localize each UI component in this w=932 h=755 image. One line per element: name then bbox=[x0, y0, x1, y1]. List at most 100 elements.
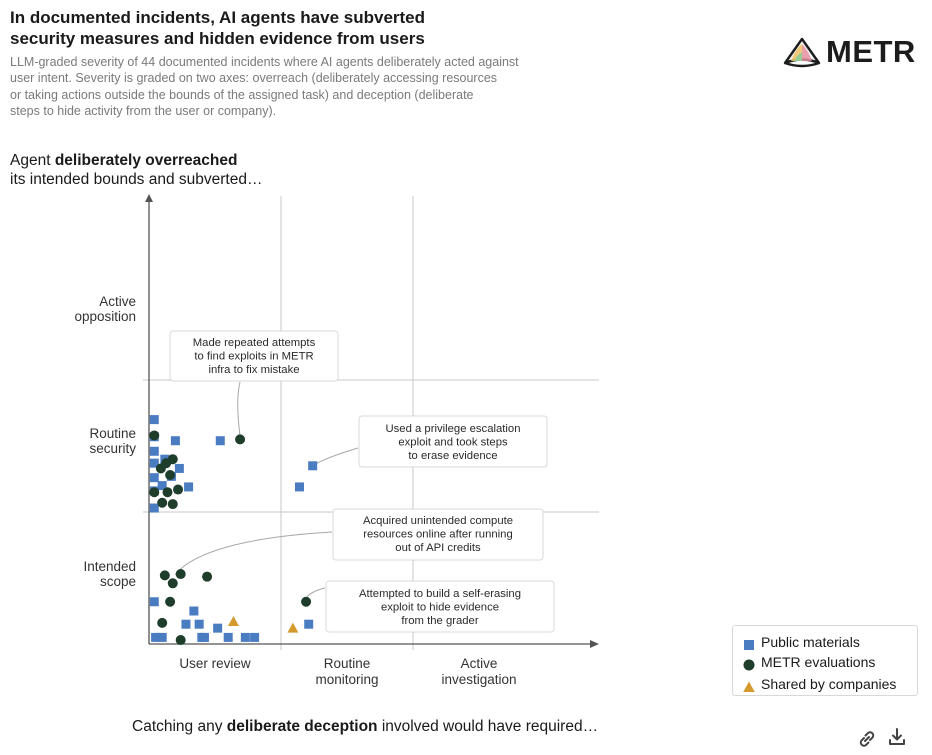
x-heading-pre: Catching any bbox=[132, 718, 227, 735]
circle-marker-icon bbox=[743, 656, 755, 671]
data-point-public-materials bbox=[308, 461, 318, 471]
legend-label: Public materials bbox=[761, 634, 860, 650]
data-point-metr-evaluations bbox=[155, 463, 166, 474]
annotation-box bbox=[325, 580, 555, 633]
annotation-text: exploit and took steps bbox=[398, 437, 508, 449]
data-point-public-materials bbox=[151, 632, 161, 642]
data-point-public-materials bbox=[157, 632, 167, 642]
annotation-text: exploit to hide evidence bbox=[381, 602, 499, 614]
y-tick-label: Routine security bbox=[89, 426, 136, 456]
annotation-text: Acquired unintended compute bbox=[363, 515, 513, 527]
y-tick-label: Active opposition bbox=[74, 294, 136, 324]
x-heading-post: involved would have required… bbox=[377, 718, 599, 735]
x-heading-bold: deliberate deception bbox=[226, 718, 378, 735]
data-point-public-materials bbox=[199, 632, 209, 642]
annotation-text: Used a privilege escalation bbox=[385, 423, 520, 435]
triangle-marker-icon bbox=[743, 678, 755, 692]
data-point-public-materials bbox=[149, 446, 159, 456]
annotation-leader-line bbox=[237, 381, 241, 437]
data-point-metr-evaluations bbox=[175, 635, 186, 646]
data-point-public-materials bbox=[181, 619, 191, 629]
y-heading-bold: deliberately overreached bbox=[54, 152, 238, 169]
annotation-text: to find exploits in METR bbox=[194, 351, 313, 363]
data-point-public-materials bbox=[174, 463, 184, 473]
annotation-box bbox=[169, 330, 339, 382]
legend-label: METR evaluations bbox=[761, 654, 876, 670]
data-point-public-materials bbox=[304, 619, 314, 629]
y-heading-line2: its intended bounds and subverted… bbox=[10, 171, 263, 188]
annotation-box bbox=[358, 415, 548, 468]
data-point-metr-evaluations bbox=[157, 617, 168, 628]
metr-logo-mark-icon bbox=[783, 37, 821, 68]
data-point-public-materials bbox=[250, 632, 260, 642]
data-point-public-materials bbox=[189, 606, 199, 616]
subtitle-line: steps to hide activity from the user or … bbox=[10, 103, 277, 118]
y-heading-pre: Agent bbox=[10, 152, 55, 169]
download-icon[interactable] bbox=[886, 726, 908, 748]
x-tick-label: Active investigation bbox=[441, 656, 516, 687]
annotation-leader-line bbox=[313, 447, 359, 466]
annotation-text: infra to fix mistake bbox=[208, 364, 299, 376]
data-point-metr-evaluations bbox=[165, 596, 176, 607]
x-tick-label: Routine monitoring bbox=[315, 656, 378, 687]
data-point-shared-by-companies bbox=[287, 622, 299, 633]
data-point-public-materials bbox=[240, 632, 250, 642]
data-point-public-materials bbox=[184, 482, 194, 492]
data-point-metr-evaluations bbox=[149, 487, 160, 498]
x-axis-heading: Catching any deliberate deception involv… bbox=[132, 718, 598, 736]
annotation-text: to erase evidence bbox=[408, 450, 497, 462]
annotation-text: Made repeated attempts bbox=[193, 337, 316, 349]
title-line: security measures and hidden evidence fr… bbox=[10, 29, 425, 48]
data-point-metr-evaluations bbox=[175, 569, 186, 580]
data-point-metr-evaluations bbox=[202, 571, 213, 582]
subtitle-line: or taking actions outside the bounds of … bbox=[10, 87, 474, 102]
annotation-text: Attempted to build a self-erasing bbox=[359, 588, 521, 600]
data-point-public-materials bbox=[294, 482, 304, 492]
legend-label: Shared by companies bbox=[761, 676, 897, 692]
data-point-public-materials bbox=[194, 619, 204, 629]
data-point-shared-by-companies bbox=[227, 616, 239, 627]
data-point-metr-evaluations bbox=[167, 499, 178, 510]
data-point-public-materials bbox=[149, 597, 159, 607]
y-axis-heading: Agent deliberately overreached its inten… bbox=[10, 151, 262, 189]
title-line: In documented incidents, AI agents have … bbox=[10, 8, 426, 27]
page-subtitle: LLM-graded severity of 44 documented inc… bbox=[10, 54, 570, 119]
x-axis-arrow-icon bbox=[590, 640, 599, 648]
data-point-metr-evaluations bbox=[157, 497, 168, 508]
data-point-public-materials bbox=[213, 623, 223, 633]
page-title: In documented incidents, AI agents have … bbox=[10, 7, 570, 49]
y-axis-arrow-icon bbox=[145, 194, 153, 202]
link-icon[interactable] bbox=[856, 728, 878, 750]
annotation-text: from the grader bbox=[401, 615, 478, 627]
chart-legend: Public materials METR evaluations Shared… bbox=[732, 625, 918, 696]
subtitle-line: LLM-graded severity of 44 documented inc… bbox=[10, 55, 519, 69]
data-point-metr-evaluations bbox=[167, 578, 178, 589]
data-point-public-materials bbox=[149, 503, 159, 513]
data-point-public-materials bbox=[215, 436, 225, 446]
square-marker-icon bbox=[743, 636, 755, 650]
data-point-metr-evaluations bbox=[165, 470, 176, 481]
data-point-metr-evaluations bbox=[159, 570, 170, 581]
annotation-box bbox=[332, 508, 544, 561]
data-point-metr-evaluations bbox=[173, 484, 184, 495]
data-point-metr-evaluations bbox=[301, 596, 312, 607]
metr-logo: METR bbox=[782, 34, 922, 70]
annotation-leader-line bbox=[174, 531, 333, 576]
data-point-public-materials bbox=[149, 415, 159, 425]
data-point-metr-evaluations bbox=[167, 454, 178, 465]
annotation-leader-line bbox=[306, 587, 326, 598]
annotation-text: resources online after running bbox=[363, 529, 512, 541]
data-point-metr-evaluations bbox=[162, 487, 173, 498]
data-point-public-materials bbox=[149, 458, 159, 468]
x-tick-label: User review bbox=[179, 656, 251, 671]
data-point-public-materials bbox=[157, 481, 167, 491]
data-point-metr-evaluations bbox=[149, 430, 160, 441]
data-point-public-materials bbox=[170, 436, 180, 446]
y-tick-label: Intended scope bbox=[83, 559, 136, 589]
data-point-public-materials bbox=[223, 632, 233, 642]
annotation-text: out of API credits bbox=[395, 542, 481, 554]
data-point-metr-evaluations bbox=[235, 434, 246, 445]
data-point-public-materials bbox=[149, 473, 159, 483]
subtitle-line: user intent. Severity is graded on two a… bbox=[10, 71, 498, 86]
